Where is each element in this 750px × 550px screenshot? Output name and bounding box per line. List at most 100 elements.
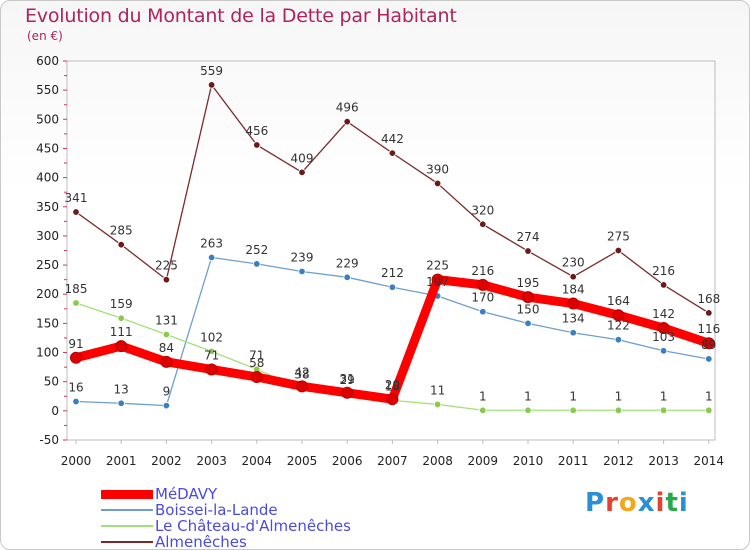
y-tick-label: 250	[36, 258, 59, 272]
data-label: 442	[381, 132, 404, 146]
data-label: 275	[607, 230, 630, 244]
data-label: 216	[652, 264, 675, 278]
data-label: 116	[697, 322, 720, 336]
data-label: 252	[245, 243, 268, 257]
data-label: 1	[569, 389, 577, 403]
data-label: 122	[607, 319, 630, 333]
data-point	[705, 309, 713, 317]
data-label: 20	[385, 378, 400, 392]
data-label: 229	[336, 256, 359, 270]
legend-item-chateau: Le Château-d'Almenêches	[101, 517, 351, 535]
brand-letter: o	[618, 488, 638, 518]
data-label: 1	[705, 389, 713, 403]
data-point	[343, 273, 351, 282]
data-point	[386, 393, 399, 406]
data-label: 16	[68, 381, 83, 395]
data-point	[524, 247, 532, 255]
data-point	[343, 117, 351, 126]
data-label: 42	[294, 365, 309, 379]
data-point	[162, 275, 171, 284]
data-point	[250, 371, 263, 384]
legend-item-boissei: Boissei-la-Lande	[101, 501, 351, 519]
x-tick-label: 2008	[422, 454, 453, 468]
data-label: 13	[114, 382, 129, 396]
data-point	[567, 297, 580, 310]
data-point	[72, 397, 80, 406]
y-tick-label: 50	[44, 375, 59, 389]
data-point	[205, 363, 218, 376]
data-label: 225	[155, 259, 178, 273]
data-label: 134	[562, 312, 585, 326]
x-tick-label: 2014	[694, 454, 725, 468]
legend: MéDAVY Boissei-la-Lande Le Château-d'Alm…	[101, 485, 351, 549]
data-point	[160, 355, 173, 368]
chart-subtitle: (en €)	[27, 29, 63, 43]
y-tick-label: -50	[39, 433, 59, 447]
data-label: 263	[200, 236, 223, 250]
data-label: 150	[517, 302, 540, 316]
data-point	[522, 291, 534, 304]
x-tick-label: 2011	[558, 454, 589, 468]
data-point	[207, 347, 216, 356]
data-point	[70, 351, 82, 364]
data-label: 197	[426, 275, 449, 289]
data-point	[705, 406, 713, 414]
data-label: 559	[200, 64, 223, 78]
data-label: 185	[65, 282, 88, 296]
y-tick-label: 0	[51, 404, 59, 418]
data-label: 216	[471, 264, 494, 278]
data-point	[341, 386, 354, 399]
data-label: 31	[340, 372, 355, 386]
data-label: 1	[524, 389, 532, 403]
data-label: 29	[340, 373, 355, 387]
data-label: 341	[65, 191, 88, 205]
data-point	[479, 406, 487, 414]
data-point	[207, 253, 216, 262]
data-label: 9	[163, 385, 171, 399]
data-label: 230	[562, 256, 585, 270]
data-point	[296, 380, 308, 393]
data-point	[117, 399, 125, 407]
x-tick-label: 2003	[196, 454, 227, 468]
x-tick-label: 2013	[648, 454, 679, 468]
data-point	[705, 355, 713, 363]
data-point	[569, 273, 577, 281]
legend-label: Le Château-d'Almenêches	[155, 517, 351, 535]
data-label: 168	[697, 292, 720, 306]
data-point	[614, 406, 623, 414]
data-label: 111	[110, 325, 133, 339]
data-point	[388, 283, 397, 291]
data-point	[569, 406, 577, 414]
data-label: 103	[652, 330, 675, 344]
data-point	[162, 330, 171, 339]
data-label: 456	[245, 124, 268, 138]
data-label: 184	[562, 283, 585, 297]
data-label: 84	[159, 341, 174, 355]
data-point	[253, 141, 261, 149]
brand-letter: x	[637, 488, 656, 518]
data-label: 195	[517, 276, 540, 290]
x-tick-label: 2010	[513, 454, 544, 468]
y-tick-label: 500	[36, 112, 59, 126]
brand-letter: t	[665, 488, 679, 518]
data-point	[659, 406, 668, 414]
data-label: 89	[701, 338, 716, 352]
data-point	[702, 337, 715, 350]
legend-item-medavy: MéDAVY	[101, 485, 351, 503]
data-label: 320	[471, 203, 494, 217]
data-point	[298, 267, 306, 276]
data-label: 409	[291, 151, 314, 165]
data-label: 212	[381, 266, 404, 280]
data-label: 58	[249, 356, 264, 370]
legend-label: MéDAVY	[155, 485, 218, 503]
data-label: 71	[249, 348, 264, 362]
legend-swatch	[101, 541, 153, 543]
data-point	[524, 319, 532, 328]
data-point	[612, 309, 625, 322]
data-point	[524, 406, 532, 414]
data-label: 18	[385, 379, 400, 393]
x-tick-label: 2009	[468, 454, 499, 468]
y-tick-label: 450	[36, 141, 59, 155]
